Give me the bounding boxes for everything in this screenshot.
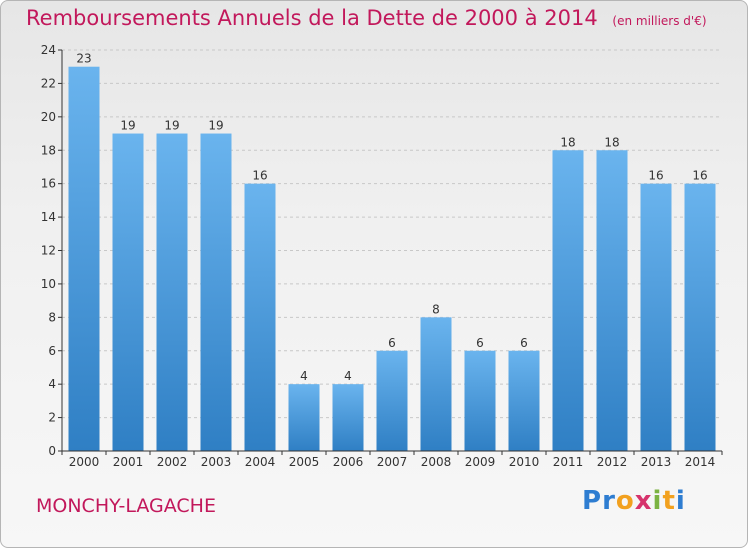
x-tick-label: 2011	[553, 455, 584, 469]
logo-letter: t	[662, 486, 676, 516]
y-tick-label: 12	[41, 244, 56, 258]
bar	[508, 350, 540, 451]
y-tick-label: 22	[41, 76, 56, 90]
title-text: Remboursements Annuels de la Dette de 20…	[26, 6, 598, 30]
x-tick-label: 2001	[113, 455, 144, 469]
y-tick-label: 4	[48, 377, 56, 391]
x-tick-label: 2004	[245, 455, 276, 469]
bar-value-label: 18	[560, 135, 575, 149]
logo-letter: i	[675, 486, 686, 516]
x-tick-label: 2012	[597, 455, 628, 469]
x-tick-label: 2014	[685, 455, 716, 469]
bar-value-label: 8	[432, 302, 440, 316]
logo-letter: r	[602, 486, 616, 516]
x-tick-label: 2006	[333, 455, 364, 469]
logo-letter: P	[582, 486, 603, 516]
bar-value-label: 16	[692, 169, 707, 183]
bar	[332, 384, 364, 451]
bar	[552, 150, 584, 451]
x-tick-label: 2007	[377, 455, 408, 469]
y-tick-label: 16	[41, 177, 56, 191]
bar-value-label: 16	[648, 169, 663, 183]
x-tick-label: 2009	[465, 455, 496, 469]
bar	[464, 350, 496, 451]
y-tick-label: 20	[41, 110, 56, 124]
x-tick-label: 2005	[289, 455, 320, 469]
bar	[596, 150, 628, 451]
bar	[156, 133, 188, 451]
bar-value-label: 18	[604, 135, 619, 149]
bar-value-label: 4	[300, 369, 308, 383]
bar	[376, 350, 408, 451]
y-tick-label: 0	[48, 444, 56, 458]
bars: 23 19 19 19 16 4 4 6 8 6 6 18 18 16 16	[68, 52, 716, 451]
bar	[200, 133, 232, 451]
unit-label: (en milliers d'€)	[612, 14, 707, 28]
bar-value-label: 6	[476, 336, 484, 350]
y-tick-label: 2	[48, 411, 56, 425]
bar	[244, 183, 276, 451]
bar-value-label: 19	[120, 119, 135, 133]
x-tick-label: 2002	[157, 455, 188, 469]
city-name: MONCHY-LAGACHE	[36, 495, 216, 517]
chart-title: Remboursements Annuels de la Dette de 20…	[26, 6, 707, 30]
bar	[68, 66, 100, 451]
bar	[112, 133, 144, 451]
y-tick-label: 6	[48, 344, 56, 358]
x-tick-label: 2003	[201, 455, 232, 469]
y-tick-label: 10	[41, 277, 56, 291]
bar	[684, 183, 716, 451]
logo-letter: o	[615, 486, 635, 516]
y-tick-label: 14	[41, 210, 56, 224]
logo-letter: i	[652, 486, 663, 516]
y-tick-label: 8	[48, 310, 56, 324]
bar-value-label: 6	[388, 336, 396, 350]
x-tick-label: 2013	[641, 455, 672, 469]
logo-letter: x	[634, 486, 653, 516]
bar-value-label: 6	[520, 336, 528, 350]
x-tick-label: 2010	[509, 455, 540, 469]
y-tick-label: 18	[41, 143, 56, 157]
x-tick-label: 2000	[69, 455, 100, 469]
bar	[288, 384, 320, 451]
bar	[640, 183, 672, 451]
bar-value-label: 16	[252, 169, 267, 183]
bar	[420, 317, 452, 451]
bar-value-label: 23	[76, 52, 91, 66]
bar-value-label: 19	[208, 119, 223, 133]
y-tick-label: 24	[41, 43, 56, 57]
x-tick-label: 2008	[421, 455, 452, 469]
bar-value-label: 4	[344, 369, 352, 383]
bar-value-label: 19	[164, 119, 179, 133]
